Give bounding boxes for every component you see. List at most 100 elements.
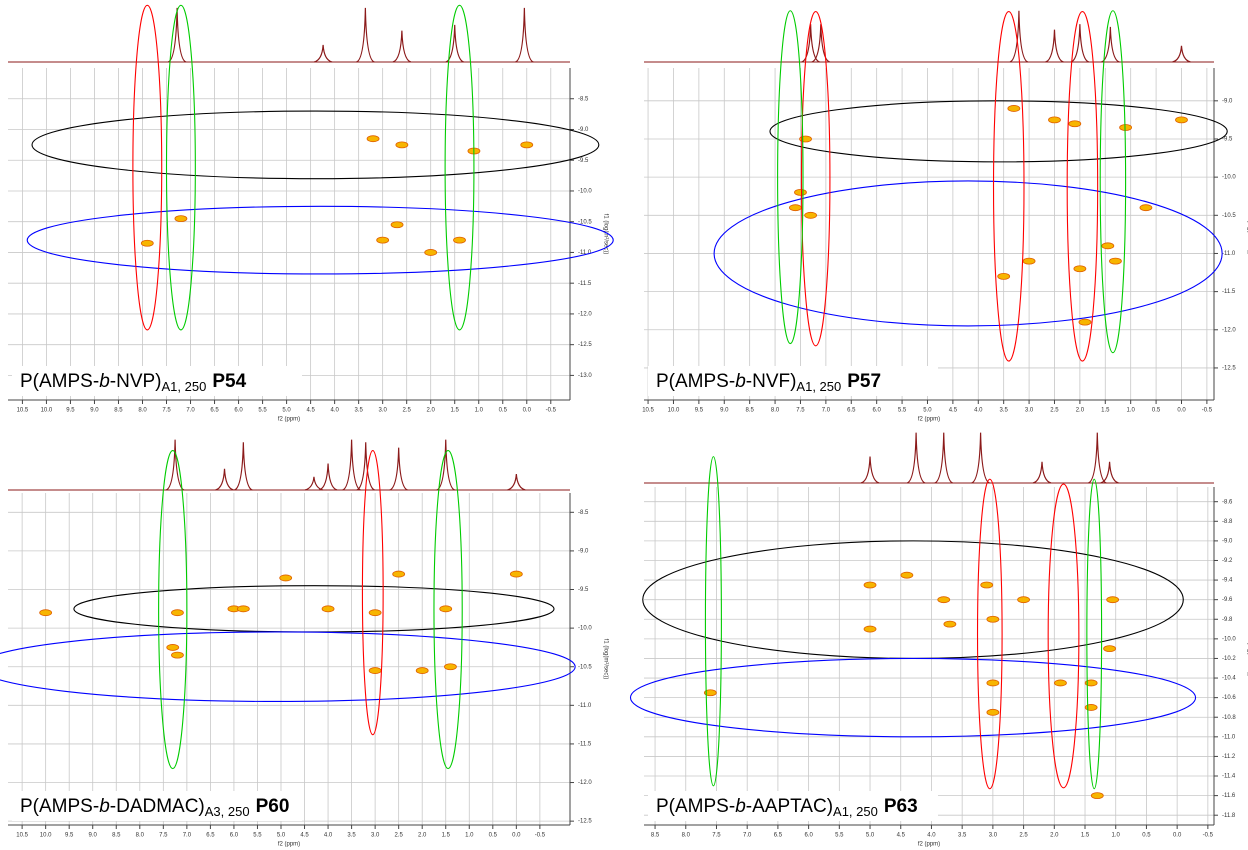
contour-spot: [1078, 318, 1092, 326]
x-axis-label: f2 (ppm): [918, 842, 940, 848]
contour-spot: [703, 689, 717, 697]
caption-part: P(AMPS-: [20, 796, 99, 817]
projection-peak: [342, 439, 361, 491]
x-tick-label: 7.0: [186, 408, 195, 414]
y-tick-label: -11.0: [578, 250, 592, 256]
highlight-ellipse: [713, 180, 1223, 327]
y-tick-label: -9.0: [1222, 538, 1233, 544]
x-tick-label: 0.0: [1173, 833, 1182, 839]
projection-peak: [1032, 461, 1052, 484]
contour-spot: [1054, 679, 1067, 687]
projection-peak: [392, 30, 412, 63]
caption-part: b: [735, 371, 746, 392]
contour-spot: [900, 571, 914, 579]
y-tick-label: -8.6: [1222, 499, 1233, 505]
y-tick-label: -10.0: [1222, 636, 1236, 642]
x-tick-label: 4.5: [897, 833, 906, 839]
contour-spot: [794, 189, 807, 196]
highlight-ellipse: [1086, 478, 1103, 790]
x-tick-label: 9.5: [66, 408, 75, 414]
x-tick-label: 8.5: [112, 833, 121, 839]
projection-peak: [313, 44, 333, 63]
x-tick-label: 4.0: [927, 833, 936, 839]
x-tick-label: 3.5: [347, 833, 356, 839]
y-tick-label: -8.5: [578, 510, 589, 516]
y-tick-label: -12.0: [578, 780, 592, 786]
contour-spot: [1103, 645, 1116, 653]
x-tick-label: 8.5: [114, 408, 123, 414]
x-tick-label: 5.0: [282, 408, 291, 414]
caption-subscript: A1, 250: [796, 379, 841, 394]
y-tick-label: -10.5: [578, 664, 592, 670]
y-tick-label: -11.4: [1222, 774, 1236, 780]
panel: 10.5 10.0 9.5 9.0 8.5 8.0 7.5 7.0 6.5 6.0 5.5 5.0 4.…: [0, 439, 608, 848]
x-tick-label: 2.0: [1050, 833, 1059, 839]
y-axis-label: f1 (log(m²/sec)): [602, 214, 608, 255]
y-tick-label: -9.6: [1222, 597, 1233, 603]
x-axis-label: f2 (ppm): [918, 417, 940, 423]
projection-peak: [934, 432, 954, 484]
contour-spot: [863, 625, 877, 633]
projection-peak: [1070, 24, 1090, 63]
x-tick-label: 10.5: [16, 833, 28, 839]
caption-subscript: A1, 250: [833, 804, 878, 819]
contour-spot: [424, 249, 438, 256]
y-tick-label: -9.5: [578, 158, 589, 164]
x-tick-label: 6.5: [210, 408, 219, 414]
caption-id: P54: [212, 371, 246, 392]
caption-part: P(AMPS-: [656, 371, 735, 392]
x-tick-label: 5.5: [253, 833, 262, 839]
contour-spot: [1084, 704, 1098, 711]
highlight-ellipse: [769, 100, 1228, 163]
x-tick-label: 9.5: [695, 408, 704, 414]
contour-spot: [1139, 204, 1153, 212]
contour-spot: [997, 272, 1011, 280]
x-tick-label: 3.0: [371, 833, 380, 839]
contour-spot: [368, 609, 382, 617]
caption: P(AMPS-b-NVF)A1, 250 P57: [656, 371, 881, 394]
x-tick-label: 3.0: [378, 408, 387, 414]
contour-spot: [1068, 120, 1082, 128]
projection-peak: [165, 439, 185, 491]
x-axis-label: f2 (ppm): [278, 842, 300, 848]
x-tick-label: 7.0: [822, 408, 831, 414]
highlight-ellipse: [1066, 10, 1099, 362]
caption: P(AMPS-b-AAPTAC)A1, 250 P63: [656, 796, 918, 819]
x-tick-label: 10.5: [642, 408, 654, 414]
x-tick-label: 8.0: [771, 408, 780, 414]
x-tick-label: -0.5: [1202, 408, 1213, 414]
projection-peak: [318, 463, 338, 491]
highlight-ellipse: [26, 205, 614, 275]
x-tick-label: 5.5: [835, 833, 844, 839]
y-tick-label: -9.0: [578, 548, 589, 554]
contour-spot: [520, 141, 534, 149]
contour-spot: [376, 236, 390, 244]
contour-spot: [392, 570, 406, 578]
highlight-ellipse: [976, 478, 1003, 790]
y-tick-label: -10.8: [1222, 715, 1236, 721]
x-tick-label: 0.5: [489, 833, 498, 839]
contour-spot: [1101, 242, 1115, 250]
y-tick-label: -10.0: [578, 189, 592, 195]
contour-spot: [236, 605, 250, 613]
x-tick-label: 5.0: [923, 408, 932, 414]
contour-spot: [1022, 257, 1036, 265]
y-tick-label: -12.5: [578, 342, 592, 348]
y-tick-label: -11.0: [1222, 734, 1236, 740]
projection-peak: [1172, 45, 1191, 63]
x-tick-label: 3.5: [354, 408, 363, 414]
x-tick-label: 3.5: [1000, 408, 1009, 414]
contour-spot: [1109, 257, 1122, 265]
contour-spot: [1119, 124, 1133, 131]
y-tick-label: -12.0: [578, 312, 592, 318]
contour-spot: [453, 236, 466, 244]
x-tick-label: 10.0: [40, 833, 52, 839]
x-tick-label: 4.5: [306, 408, 315, 414]
x-tick-label: 4.0: [324, 833, 333, 839]
x-tick-label: 1.0: [1112, 833, 1121, 839]
x-tick-label: 5.5: [898, 408, 907, 414]
contour-spot: [321, 605, 335, 613]
projection-peak: [515, 7, 534, 63]
x-tick-label: 2.0: [427, 408, 436, 414]
